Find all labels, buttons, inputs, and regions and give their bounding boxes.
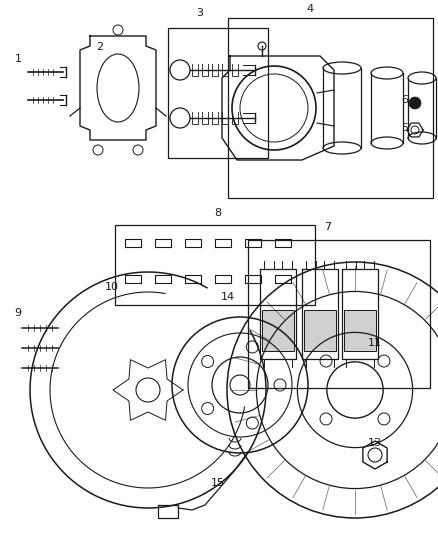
Text: 5: 5	[401, 123, 408, 133]
Text: 4: 4	[307, 4, 314, 14]
Text: 13: 13	[368, 438, 382, 448]
Text: 15: 15	[211, 478, 225, 488]
Text: 14: 14	[221, 292, 235, 302]
Text: 11: 11	[368, 338, 382, 348]
Bar	[304, 310, 336, 351]
Bar	[115, 225, 315, 305]
Text: 1: 1	[14, 54, 21, 64]
Text: 8: 8	[215, 208, 222, 218]
Bar	[228, 18, 433, 198]
Text: 3: 3	[197, 8, 204, 18]
Bar	[344, 310, 376, 351]
Text: 10: 10	[105, 282, 119, 292]
Bar	[248, 240, 430, 388]
Text: 9: 9	[14, 308, 21, 318]
Text: 6: 6	[401, 95, 408, 105]
Text: 2: 2	[96, 42, 103, 52]
Bar	[168, 28, 268, 158]
Bar	[262, 310, 294, 351]
Text: 7: 7	[325, 222, 332, 232]
Circle shape	[409, 97, 421, 109]
